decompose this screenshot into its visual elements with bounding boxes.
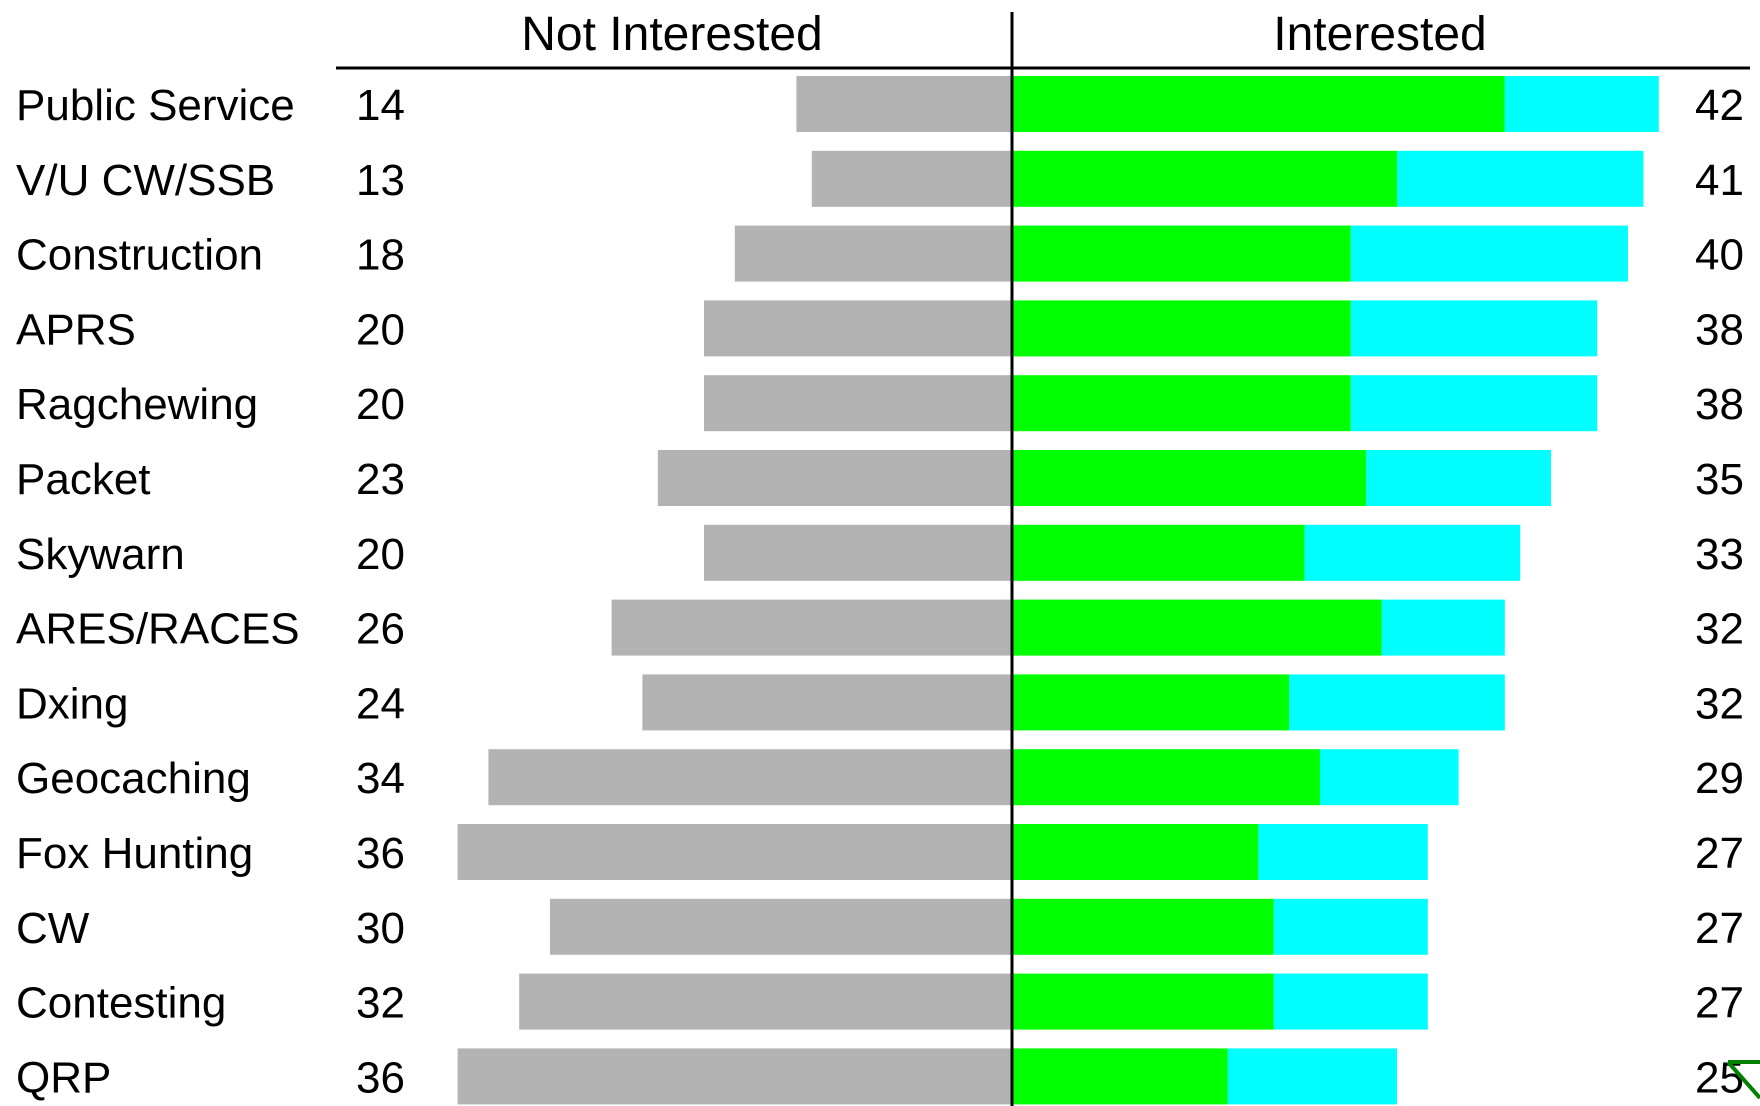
bar-not-interested-fox-hunting (457, 824, 1013, 880)
value-interested-packet: 35 (1695, 455, 1744, 504)
value-not-interested-qrp: 36 (356, 1053, 405, 1102)
bar-interested-cyan-ragchewing (1350, 375, 1598, 432)
value-not-interested-skywarn: 20 (356, 530, 405, 579)
header-not-interested: Not Interested (521, 8, 823, 61)
category-label-geocaching: Geocaching (16, 754, 251, 803)
value-not-interested-cw: 30 (356, 904, 405, 953)
category-label-aprs: APRS (16, 305, 136, 354)
bar-interested-cyan-v-u-cw-ssb (1397, 150, 1644, 207)
value-interested-contesting: 27 (1695, 979, 1744, 1028)
category-label-ares-races: ARES/RACES (16, 605, 300, 654)
value-interested-geocaching: 29 (1695, 754, 1744, 803)
bar-interested-green-cw (1012, 898, 1274, 955)
bar-interested-green-public-service (1012, 76, 1505, 132)
bar-not-interested-aprs (704, 300, 1012, 357)
bar-interested-green-geocaching (1012, 749, 1320, 806)
value-not-interested-construction: 18 (356, 231, 405, 280)
category-label-packet: Packet (16, 455, 151, 504)
bar-interested-cyan-aprs (1350, 300, 1598, 357)
bar-interested-green-fox-hunting (1012, 824, 1259, 880)
bar-interested-green-aprs (1012, 300, 1351, 357)
bar-interested-green-ares-races (1012, 599, 1382, 656)
bar-not-interested-cw (550, 898, 1012, 955)
bar-interested-green-construction (1012, 225, 1351, 282)
value-interested-fox-hunting: 27 (1695, 829, 1744, 878)
category-label-public-service: Public Service (16, 81, 295, 130)
value-not-interested-ares-races: 26 (356, 605, 405, 654)
bar-interested-green-skywarn (1012, 524, 1305, 581)
category-label-ragchewing: Ragchewing (16, 380, 258, 429)
corner-arrow-icon (1726, 1060, 1760, 1100)
value-not-interested-v-u-cw-ssb: 13 (356, 156, 405, 205)
bar-not-interested-skywarn (704, 524, 1012, 581)
bar-interested-cyan-cw (1273, 898, 1428, 955)
value-interested-dxing: 32 (1695, 679, 1744, 728)
category-label-v-u-cw-ssb: V/U CW/SSB (16, 156, 275, 205)
bar-interested-cyan-skywarn (1304, 524, 1521, 581)
bar-interested-green-packet (1012, 450, 1367, 506)
value-interested-ares-races: 32 (1695, 605, 1744, 654)
labels-group: Public Service 14 42 V/U CW/SSB 13 41 Construc… (16, 81, 1744, 1102)
bar-interested-green-qrp (1012, 1048, 1228, 1105)
bar-interested-green-dxing (1012, 674, 1290, 731)
bar-interested-cyan-construction (1350, 225, 1628, 282)
bars-group (457, 76, 1659, 1105)
value-not-interested-aprs: 20 (356, 305, 405, 354)
bar-interested-cyan-dxing (1289, 674, 1505, 731)
bar-not-interested-packet (657, 450, 1012, 506)
bar-interested-cyan-public-service (1504, 76, 1659, 132)
value-interested-construction: 40 (1695, 231, 1744, 280)
bar-not-interested-construction (734, 225, 1012, 282)
value-not-interested-geocaching: 34 (356, 754, 405, 803)
bar-interested-cyan-fox-hunting (1258, 824, 1428, 880)
value-interested-ragchewing: 38 (1695, 380, 1744, 429)
bar-not-interested-dxing (642, 674, 1012, 731)
bar-not-interested-ragchewing (704, 375, 1012, 432)
bar-interested-green-contesting (1012, 973, 1274, 1030)
category-label-qrp: QRP (16, 1053, 111, 1102)
value-interested-skywarn: 33 (1695, 530, 1744, 579)
value-interested-v-u-cw-ssb: 41 (1695, 156, 1744, 205)
value-not-interested-public-service: 14 (356, 81, 405, 130)
value-not-interested-fox-hunting: 36 (356, 829, 405, 878)
category-label-construction: Construction (16, 231, 263, 280)
bar-interested-green-v-u-cw-ssb (1012, 150, 1397, 207)
bar-interested-green-ragchewing (1012, 375, 1351, 432)
value-not-interested-dxing: 24 (356, 679, 405, 728)
value-interested-aprs: 38 (1695, 305, 1744, 354)
bar-not-interested-v-u-cw-ssb (811, 150, 1012, 207)
corner-marker (1726, 1060, 1760, 1100)
value-interested-public-service: 42 (1695, 81, 1744, 130)
value-not-interested-packet: 23 (356, 455, 405, 504)
category-label-contesting: Contesting (16, 979, 226, 1028)
category-label-dxing: Dxing (16, 679, 129, 728)
category-label-skywarn: Skywarn (16, 530, 185, 579)
axes-group (336, 12, 1750, 1106)
header-interested: Interested (1273, 8, 1486, 61)
value-not-interested-ragchewing: 20 (356, 380, 405, 429)
chart-headers: Not Interested Interested (521, 8, 1486, 61)
bar-interested-cyan-ares-races (1381, 599, 1505, 656)
bar-interested-cyan-geocaching (1320, 749, 1459, 806)
category-label-fox-hunting: Fox Hunting (16, 829, 253, 878)
value-not-interested-contesting: 32 (356, 979, 405, 1028)
bar-not-interested-ares-races (611, 599, 1012, 656)
value-interested-cw: 27 (1695, 904, 1744, 953)
bar-not-interested-geocaching (488, 749, 1012, 806)
category-label-cw: CW (16, 904, 90, 953)
bar-not-interested-public-service (796, 76, 1012, 132)
bar-interested-cyan-packet (1366, 450, 1551, 506)
bar-not-interested-contesting (519, 973, 1012, 1030)
bar-not-interested-qrp (457, 1048, 1013, 1105)
bar-interested-cyan-qrp (1227, 1048, 1397, 1105)
bar-interested-cyan-contesting (1273, 973, 1428, 1030)
